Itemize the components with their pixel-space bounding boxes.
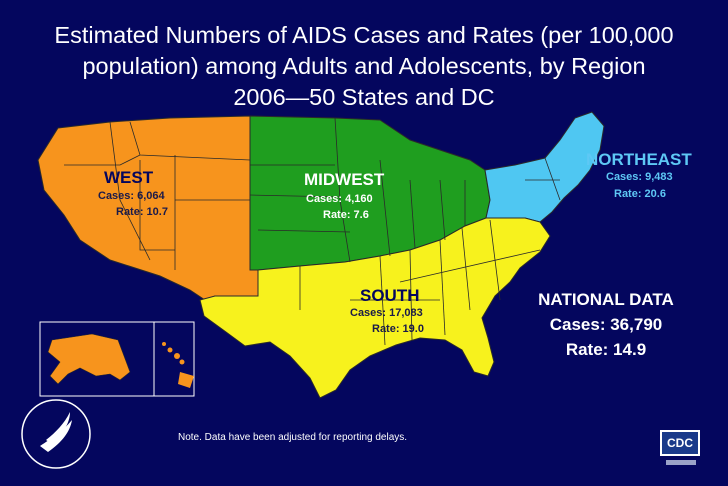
stat-rate-midwest: Rate: 7.6 <box>323 209 369 221</box>
stat-rate-northeast: Rate: 20.6 <box>614 188 666 200</box>
stat-rate-south: Rate: 19.0 <box>372 323 424 335</box>
state-borders <box>64 117 561 346</box>
stat-cases-midwest: Cases: 4,160 <box>306 193 373 205</box>
region-south <box>199 217 551 399</box>
region-label-northeast: NORTHEAST <box>586 150 692 169</box>
hhs-seal-icon <box>21 399 91 469</box>
region-label-south: SOUTH <box>360 286 420 305</box>
footnote: Note. Data have been adjusted for report… <box>178 432 408 443</box>
cdc-logo-subtext <box>666 460 696 465</box>
national-heading: NATIONAL DATA <box>538 290 674 309</box>
stat-rate-west: Rate: 10.7 <box>116 206 168 218</box>
national-cases: Cases: 36,790 <box>549 315 663 334</box>
title-line-1: Estimated Numbers of AIDS Cases and Rate… <box>54 22 674 48</box>
region-label-west: WEST <box>104 168 154 187</box>
region-label-midwest: MIDWEST <box>304 170 385 189</box>
national-rate: Rate: 14.9 <box>565 340 647 359</box>
cdc-logo: CDC <box>660 430 700 456</box>
stat-cases-northeast: Cases: 9,483 <box>606 171 673 183</box>
inset-frame <box>39 321 195 397</box>
title-line-2: population) among Adults and Adolescents… <box>82 53 646 79</box>
alaska-shape <box>47 333 131 385</box>
hawaii-shape <box>162 342 194 388</box>
stat-cases-south: Cases: 17,083 <box>350 307 423 319</box>
stat-cases-west: Cases: 6,064 <box>98 190 165 202</box>
title-line-3: 2006—50 States and DC <box>233 84 495 110</box>
